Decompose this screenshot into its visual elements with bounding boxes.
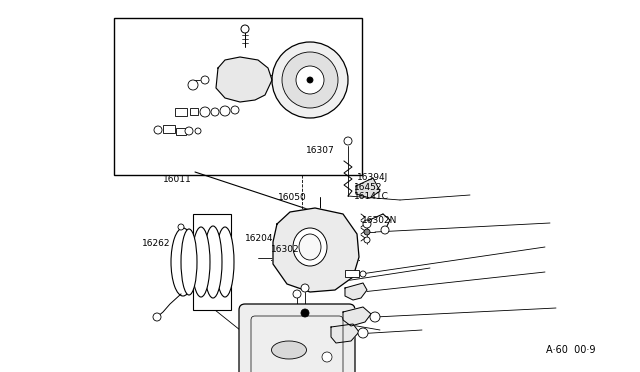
Circle shape (220, 106, 230, 116)
Ellipse shape (271, 341, 307, 359)
Bar (345, 270, 359, 277)
Bar (175, 108, 187, 116)
Ellipse shape (192, 227, 210, 297)
Text: 16262: 16262 (142, 239, 171, 248)
Circle shape (231, 106, 239, 114)
Circle shape (154, 126, 162, 134)
Polygon shape (216, 57, 272, 102)
Text: 16204: 16204 (244, 234, 273, 243)
Circle shape (185, 127, 193, 135)
Text: 16302: 16302 (271, 245, 300, 254)
Bar (163, 125, 175, 133)
Circle shape (360, 271, 366, 277)
Bar (193, 214, 231, 310)
Ellipse shape (216, 227, 234, 297)
Circle shape (301, 309, 309, 317)
Circle shape (344, 137, 352, 145)
Ellipse shape (171, 228, 195, 296)
Circle shape (322, 352, 332, 362)
Circle shape (153, 313, 161, 321)
Circle shape (370, 312, 380, 322)
Circle shape (364, 229, 370, 235)
Text: 16011: 16011 (163, 175, 192, 184)
Polygon shape (356, 178, 380, 198)
Polygon shape (343, 307, 371, 326)
Circle shape (178, 224, 184, 230)
Circle shape (301, 284, 309, 292)
Circle shape (307, 77, 313, 83)
Text: 16307: 16307 (306, 146, 335, 155)
Polygon shape (331, 324, 359, 343)
Ellipse shape (299, 234, 321, 260)
Circle shape (381, 226, 389, 234)
Text: A·60  00·9: A·60 00·9 (545, 345, 595, 355)
Text: 16050: 16050 (278, 193, 307, 202)
Circle shape (293, 290, 301, 298)
Ellipse shape (181, 229, 197, 295)
Ellipse shape (293, 228, 327, 266)
Circle shape (282, 52, 338, 108)
Text: 16302N: 16302N (362, 216, 397, 225)
Text: 16141C: 16141C (354, 192, 388, 201)
FancyBboxPatch shape (239, 304, 355, 372)
Text: 16394J: 16394J (357, 173, 388, 182)
Circle shape (195, 128, 201, 134)
Circle shape (296, 66, 324, 94)
Circle shape (188, 80, 198, 90)
Polygon shape (273, 208, 359, 292)
Circle shape (364, 237, 370, 243)
Circle shape (211, 108, 219, 116)
Ellipse shape (204, 226, 222, 298)
Circle shape (358, 328, 368, 338)
Circle shape (241, 25, 249, 33)
Polygon shape (345, 283, 367, 300)
Circle shape (363, 220, 371, 228)
Bar (190, 108, 198, 115)
Bar (114, 18, 362, 175)
Circle shape (272, 42, 348, 118)
Text: 16452: 16452 (354, 183, 383, 192)
Circle shape (201, 76, 209, 84)
Circle shape (200, 107, 210, 117)
Bar (176, 128, 186, 135)
